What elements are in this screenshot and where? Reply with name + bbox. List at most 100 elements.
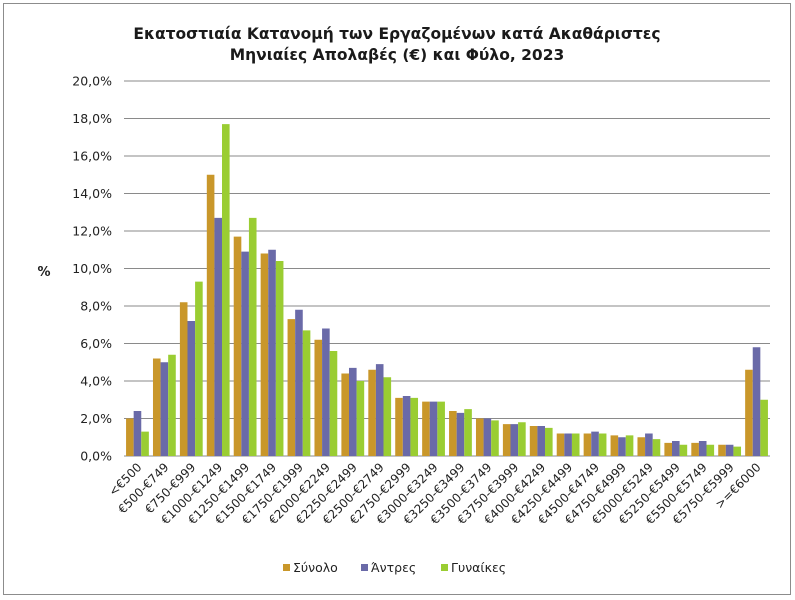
bar-men [618,437,626,456]
bar-total [691,442,699,456]
bar-women [222,124,230,456]
bar-women [275,261,284,456]
bar-men [375,364,384,456]
bar-women [383,377,392,456]
legend-swatch [283,564,290,571]
y-tick-label: 10,0% [72,261,112,276]
y-axis-label: % [37,265,50,280]
y-tick-label: 14,0% [72,186,112,201]
bar-women [679,444,688,456]
bar-men [752,347,761,456]
bar-men [483,418,492,456]
bar-total [314,339,323,456]
bar-total [179,302,188,456]
legend-label: Γυναίκες [451,560,506,575]
bar-women [598,433,607,456]
bar-women [302,330,311,456]
bar-total [745,369,753,456]
bar-total [475,418,484,456]
bar-men [645,433,653,456]
bar-women [248,217,257,456]
legend-swatch [441,564,448,571]
bar-total [422,401,430,456]
bar-women [571,433,580,456]
legend-swatch [361,564,368,571]
bar-men [268,249,276,456]
bar-men [698,441,707,456]
bar-men [187,321,196,456]
bar-men [456,412,465,456]
chart-title: Εκατοστιαία Κατανομή των Εργαζομένων κατ… [133,25,660,64]
bar-women [545,427,553,456]
bar-women [356,381,365,456]
bar-total [341,373,349,456]
y-tick-label: 6,0% [80,336,112,351]
chart-title-line-2: Μηνιαίες Απολαβές (€) και Φύλο, 2023 [230,46,565,64]
bar-men [295,309,303,456]
bar-women [625,435,634,456]
bar-women [410,397,419,456]
bar-women [518,422,526,456]
bar-total [610,435,619,456]
bar-women [733,446,742,456]
bar-total [583,433,592,456]
chart-svg: Εκατοστιαία Κατανομή των Εργαζομένων κατ… [37,25,770,575]
bar-women [706,444,715,456]
y-tick-label: 2,0% [80,411,112,426]
bars [126,124,768,456]
bar-women [329,351,338,456]
bar-women [437,401,445,456]
y-tick-label: 8,0% [80,299,112,314]
legend-label: Σύνολο [293,560,338,575]
bar-men [671,441,680,456]
y-tick-label: 0,0% [80,449,112,464]
y-tick-label: 16,0% [72,149,112,164]
y-tick-label: 4,0% [80,374,112,389]
bar-men [591,431,599,456]
bar-women [195,281,203,456]
x-tick-labels: <€500€500-€749€750-€999€1000-€1249€1250-… [106,460,764,527]
bar-men [402,396,411,456]
y-tick-labels: 0,0% 2,0% 4,0% 6,0% 8,0% 10,0% 12,0% 14,0% 16,0%… [72,74,112,464]
bar-total [664,442,672,456]
bar-total [233,236,242,456]
bar-men [160,362,169,456]
legend-label: Άντρες [371,560,416,575]
bar-women [760,399,768,456]
bar-total [637,437,646,456]
bar-total [152,358,161,456]
chart-frame: Εκατοστιαία Κατανομή των Εργαζομένων κατ… [3,3,791,595]
bar-total [395,397,403,456]
bar-men [214,217,223,456]
bar-men [322,328,330,456]
y-tick-label: 18,0% [72,111,112,126]
bar-total [260,253,269,456]
bar-total [502,424,511,456]
bar-women [464,409,472,456]
legend: Σύνολο Άντρες Γυναίκες [283,560,506,575]
y-tick-label: 20,0% [72,74,112,89]
chart-title-line-1: Εκατοστιαία Κατανομή των Εργαζομένων κατ… [133,25,660,43]
bar-men [241,251,249,456]
bar-men [537,426,546,456]
bar-men [348,367,357,456]
gridlines [124,80,770,457]
bar-total [718,444,726,456]
bar-men [510,424,519,456]
bar-men [429,401,438,456]
bar-total [449,411,457,456]
bar-total [556,433,565,456]
bar-men [564,433,572,456]
y-tick-label: 12,0% [72,224,112,239]
bar-women [652,439,661,456]
bar-total [206,174,215,456]
bar-total [368,369,376,456]
bar-women [168,354,176,456]
bar-total [126,418,134,456]
bar-women [491,420,499,456]
bar-men [725,444,734,456]
bar-total [287,319,296,456]
bar-men [133,411,142,456]
bar-women [141,431,149,456]
bar-total [529,426,538,456]
